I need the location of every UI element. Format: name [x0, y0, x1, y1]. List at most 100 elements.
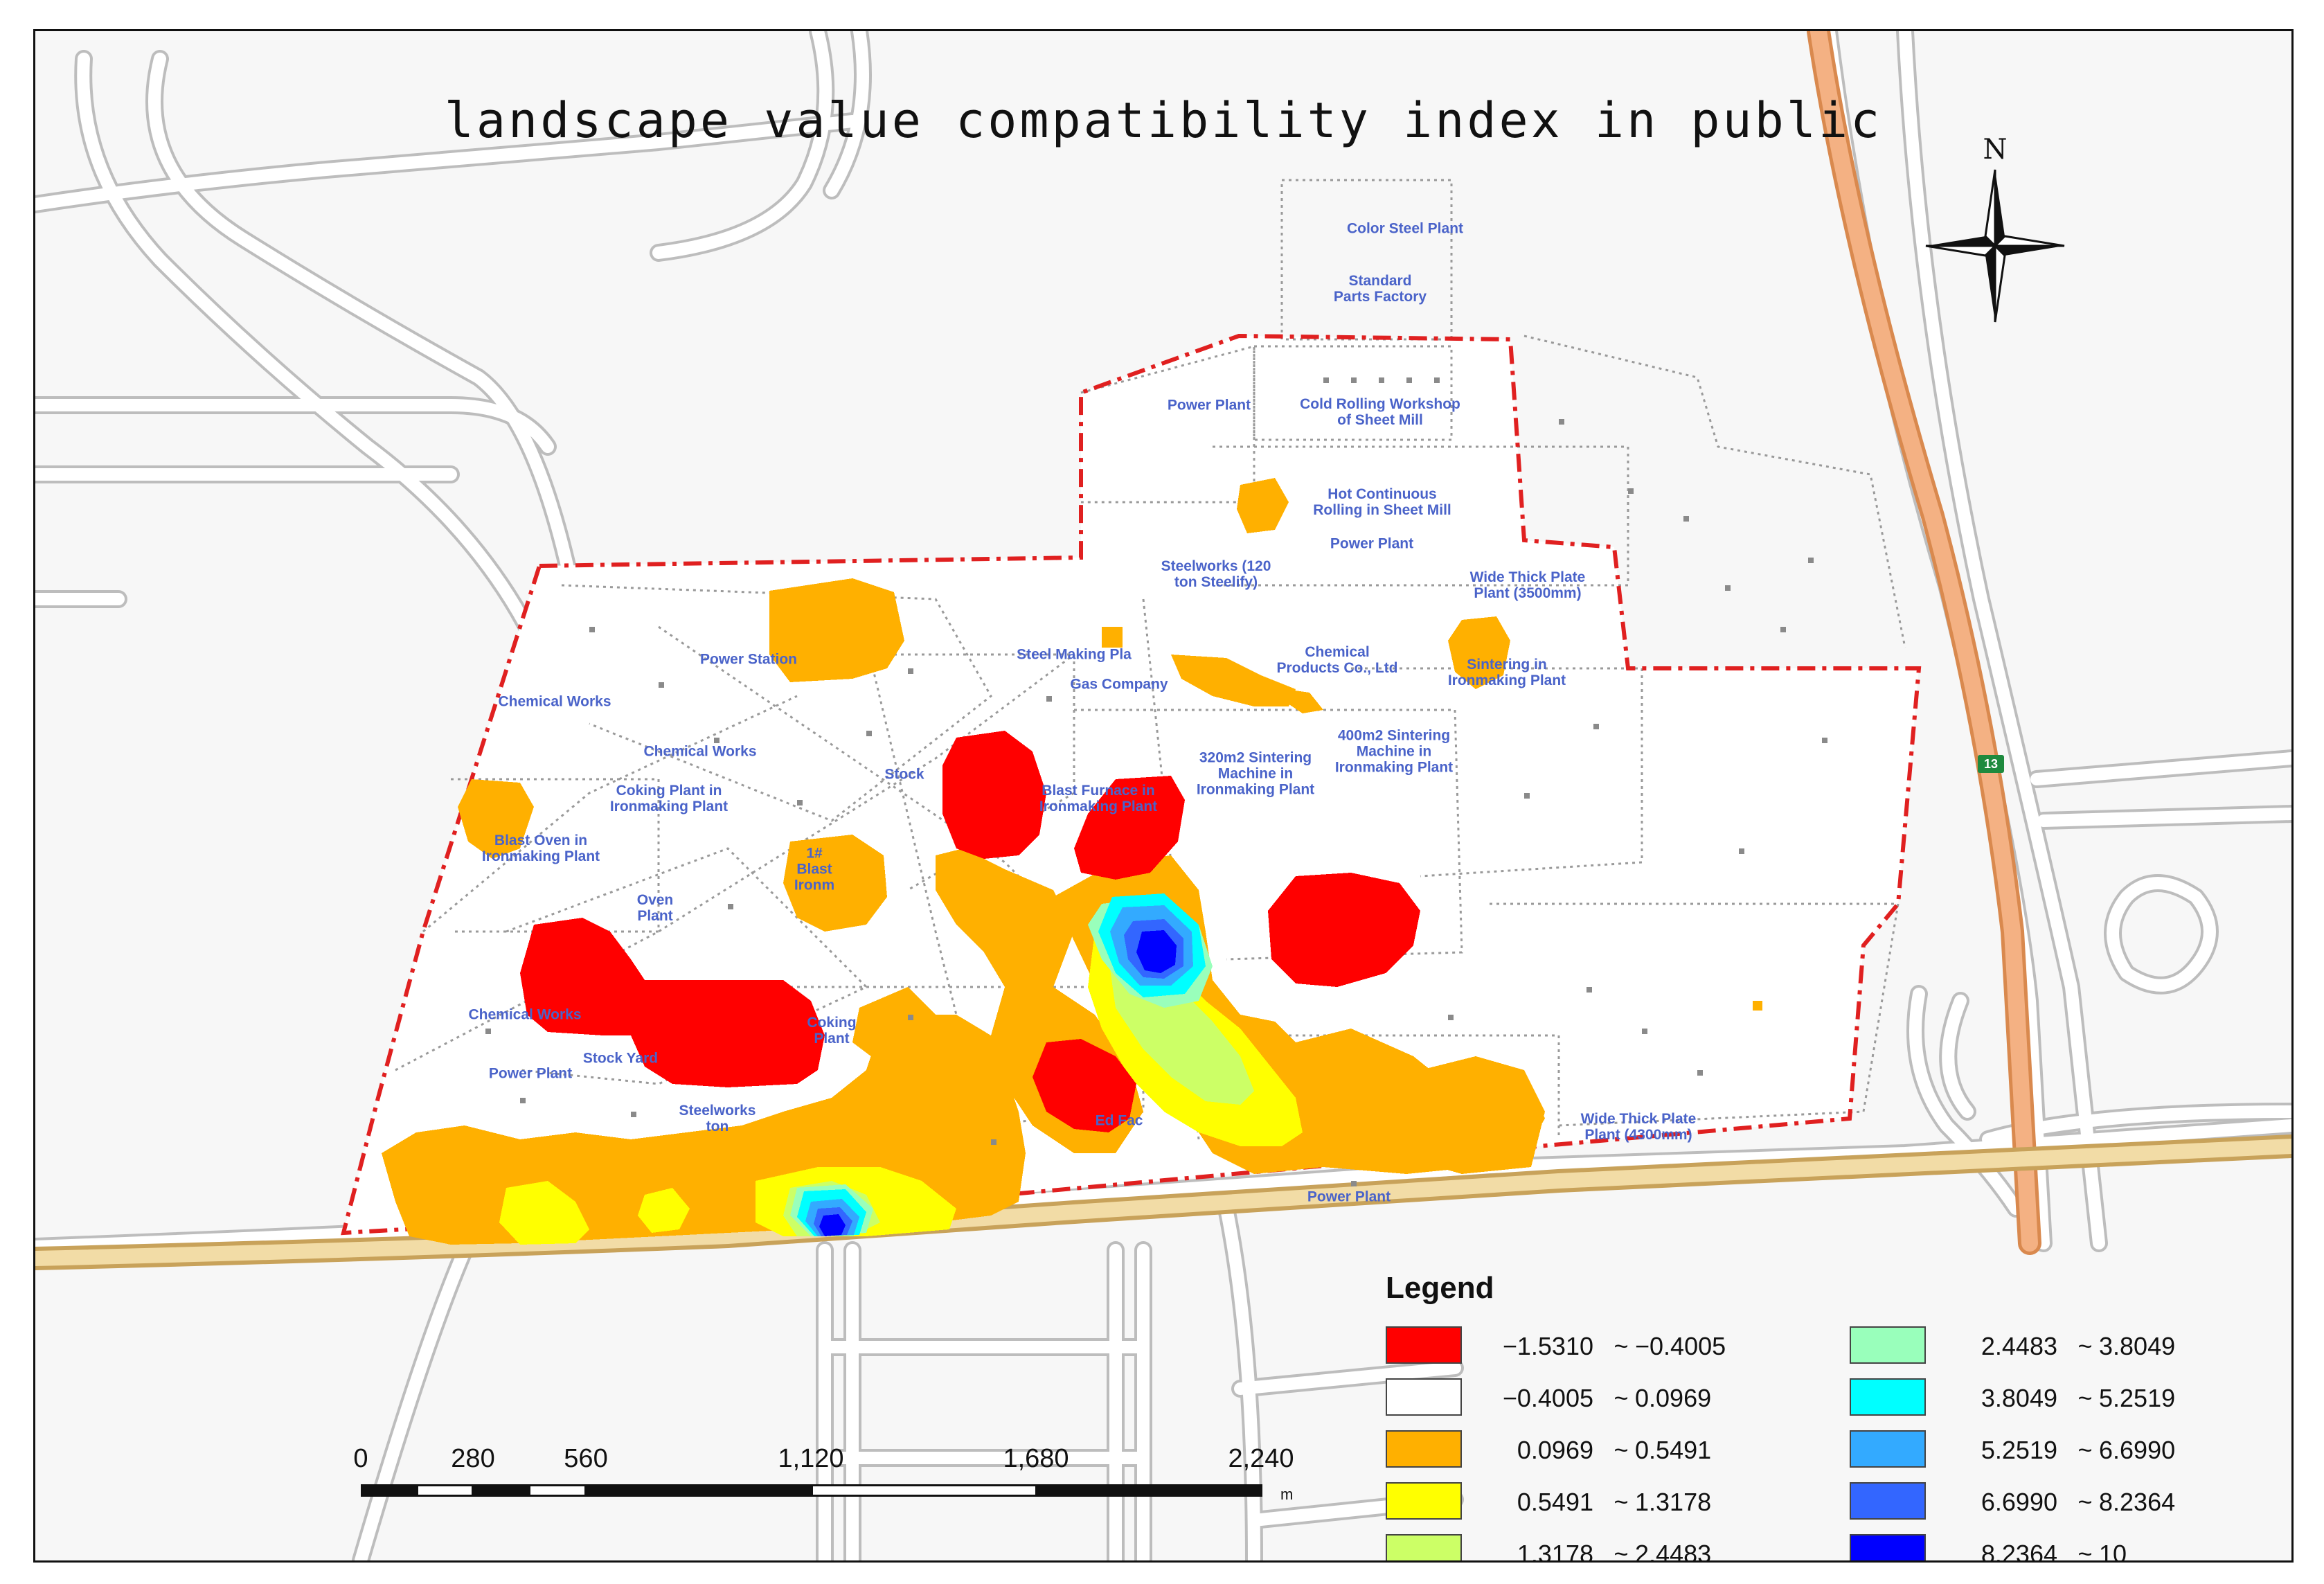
site-markers — [485, 377, 1827, 1186]
class-red-area — [520, 731, 1420, 1132]
legend-lower-bound: 6.6990 — [1981, 1488, 2057, 1516]
legend-item: 0.5491 ~ 1.3178 — [1386, 1482, 1829, 1521]
legend-upper-bound: −0.4005 — [1635, 1332, 1726, 1360]
plant-label: Chemical Products Co., Ltd — [1276, 644, 1398, 676]
legend-upper-bound: 3.8049 — [2099, 1332, 2176, 1360]
legend-lower-bound: 3.8049 — [1981, 1384, 2057, 1412]
plant-label: Blast Oven in Ironmaking Plant — [481, 833, 600, 864]
scale-unit: m — [1280, 1486, 1294, 1503]
scale-tick-label: 1,120 — [778, 1444, 844, 1473]
class-darkblue-area — [819, 930, 1177, 1236]
legend-lower-bound: 0.0969 — [1517, 1436, 1593, 1464]
plant-label: Steel Making Pla — [1017, 646, 1132, 663]
legend-swatch — [1386, 1482, 1462, 1520]
plant-label: Cold Rolling Workshop of Sheet Mill — [1300, 396, 1460, 428]
plant-label: Chemical Works — [643, 743, 757, 760]
legend-swatch — [1850, 1534, 1926, 1560]
plant-label: Power Plant — [1167, 397, 1251, 413]
legend-upper-bound: 1.3178 — [1635, 1488, 1712, 1516]
legend-separator: ~ — [1614, 1384, 1629, 1412]
legend-separator: ~ — [1614, 1488, 1629, 1516]
legend-item: 6.6990 ~ 8.2364 — [1850, 1482, 2291, 1521]
scale-segment — [472, 1484, 530, 1497]
scale-tick-label: 2,240 — [1228, 1444, 1294, 1473]
legend-item: 2.4483 ~ 3.8049 — [1850, 1326, 2291, 1365]
plant-label: Wide Thick Plate Plant (3500mm) — [1469, 569, 1586, 601]
plant-label: Stock Yard — [582, 1050, 659, 1067]
legend-lower-bound: 1.3178 — [1517, 1540, 1593, 1563]
highway — [35, 31, 2291, 1270]
legend-separator: ~ — [2077, 1436, 2093, 1464]
plant-label: Wide Thick Plate Plant (4300mm) — [1580, 1111, 1697, 1143]
plant-label: Oven Plant — [636, 892, 674, 924]
scale-tick-label: 1,680 — [1003, 1444, 1069, 1473]
plant-label: Standard Parts Factory — [1333, 273, 1427, 305]
legend-upper-bound: 0.5491 — [1635, 1436, 1712, 1464]
route-shield: 13 — [1978, 755, 2004, 773]
legend-separator: ~ — [1614, 1332, 1629, 1360]
scale-segment — [1036, 1484, 1262, 1497]
scale-segment — [361, 1484, 418, 1497]
legend-separator: ~ — [2077, 1332, 2093, 1360]
legend-swatch — [1850, 1482, 1926, 1520]
legend-upper-bound: 10 — [2099, 1540, 2127, 1563]
scale-segment — [416, 1484, 474, 1497]
legend-upper-bound: 0.0969 — [1635, 1384, 1712, 1412]
plant-label: Steelworks (120 ton Steelify) — [1161, 558, 1271, 590]
plant-label: Power Plant — [488, 1065, 573, 1082]
plant-label: Coking Plant — [807, 1015, 857, 1047]
legend-title: Legend — [1386, 1271, 1494, 1305]
map-frame: landscape value compatibility index in p… — [33, 29, 2294, 1563]
scale-tick-label: 280 — [451, 1444, 495, 1473]
legend-item: 8.2364 ~ 10 — [1850, 1534, 2291, 1563]
plant-label: Hot Continuous Rolling in Sheet Mill — [1313, 486, 1451, 518]
plant-label: Sintering in Ironmaking Plant — [1447, 657, 1566, 688]
scale-segment — [811, 1484, 1037, 1497]
legend-upper-bound: 8.2364 — [2099, 1488, 2176, 1516]
legend-separator: ~ — [2077, 1540, 2093, 1563]
map-canvas — [35, 31, 2291, 1560]
scale-tick-label: 0 — [353, 1444, 368, 1473]
map-title: landscape value compatibility index in p… — [444, 92, 1883, 149]
plant-label: Power Plant — [1307, 1189, 1391, 1205]
legend-upper-bound: 5.2519 — [2099, 1384, 2176, 1412]
plant-label: Gas Company — [1070, 676, 1168, 693]
legend-lower-bound: 8.2364 — [1981, 1540, 2057, 1563]
legend-lower-bound: 0.5491 — [1517, 1488, 1593, 1516]
legend-lower-bound: 5.2519 — [1981, 1436, 2057, 1464]
plant-label: Steelworks ton — [679, 1103, 756, 1134]
legend-item: 0.0969 ~ 0.5491 — [1386, 1430, 1829, 1469]
plant-label: Power Plant — [1330, 535, 1414, 552]
legend-upper-bound: 6.6990 — [2099, 1436, 2176, 1464]
legend-swatch — [1386, 1430, 1462, 1468]
legend-item: −0.4005 ~ 0.0969 — [1386, 1378, 1829, 1417]
legend-item: 1.3178 ~ 2.4483 — [1386, 1534, 1829, 1563]
north-label: N — [1983, 134, 2008, 166]
legend-separator: ~ — [2077, 1384, 2093, 1412]
north-arrow-icon — [1925, 169, 2065, 323]
plant-label: Ed Fac — [1095, 1112, 1143, 1129]
index-surface — [382, 478, 1762, 1245]
legend-separator: ~ — [1614, 1436, 1629, 1464]
plant-label: Color Steel Plant — [1346, 220, 1464, 237]
legend-swatch — [1850, 1430, 1926, 1468]
legend-item: 5.2519 ~ 6.6990 — [1850, 1430, 2291, 1469]
legend-swatch — [1386, 1378, 1462, 1416]
legend-item: −1.5310 ~ −0.4005 — [1386, 1326, 1829, 1365]
plant-label: 1# Blast Ironm — [794, 845, 835, 893]
scale-segment — [528, 1484, 587, 1497]
legend-separator: ~ — [1614, 1540, 1629, 1563]
plant-label: Chemical Works — [498, 693, 611, 710]
plant-label: Chemical Works — [468, 1006, 582, 1023]
legend-lower-bound: −1.5310 — [1502, 1332, 1593, 1360]
scale-tick-label: 560 — [564, 1444, 608, 1473]
plant-label: Stock — [884, 766, 924, 783]
scale-bar: 0 280 560 1,120 1,680 2,240 m — [353, 1444, 1323, 1527]
legend-item: 3.8049 ~ 5.2519 — [1850, 1378, 2291, 1417]
plant-label: 320m2 Sintering Machine in Ironmaking Pl… — [1196, 749, 1315, 798]
legend-swatch — [1850, 1326, 1926, 1364]
plant-label: Power Station — [699, 651, 798, 668]
legend-swatch — [1850, 1378, 1926, 1416]
scale-segment — [585, 1484, 812, 1497]
plant-label: 400m2 Sintering Machine in Ironmaking Pl… — [1334, 727, 1454, 776]
